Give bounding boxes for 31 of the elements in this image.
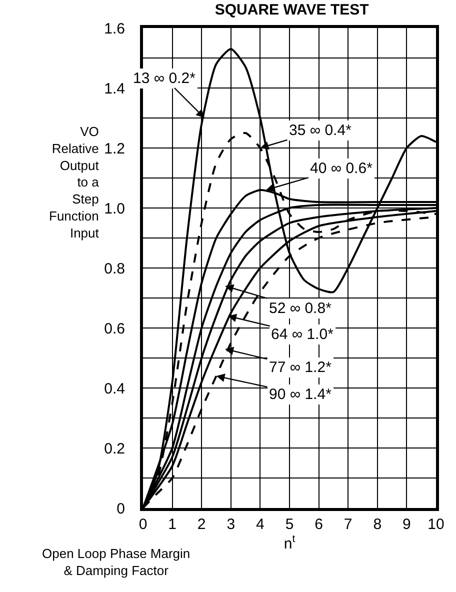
y-tick-label: 0.4 xyxy=(104,380,125,398)
x-tick-label: 1 xyxy=(168,516,176,533)
text: Open Loop Phase Margin & Damping Factor xyxy=(42,546,190,578)
y-axis-title: VO Relative Output to a Step Function Input xyxy=(49,124,100,240)
annotation: 40 ∞ 0.6* xyxy=(310,160,373,177)
y-tick-label: 0.8 xyxy=(104,260,125,278)
annotation: 90 ∞ 1.4* xyxy=(269,386,332,403)
x-tick-label: 5 xyxy=(285,516,294,533)
x-tick-label: 3 xyxy=(226,516,236,533)
x-tick-label: 2 xyxy=(197,516,206,533)
annotation: 64 ∞ 1.0* xyxy=(271,326,334,343)
y-tick-label: 0.2 xyxy=(104,440,125,458)
annotation: 77 ∞ 1.2* xyxy=(269,359,332,376)
x-axis-title: n$^{t}$ xyxy=(284,533,296,552)
x-tick-label: 4 xyxy=(256,516,264,533)
x-tick-label: 7 xyxy=(344,516,352,533)
x-tick-label: 0 xyxy=(138,516,148,533)
y-tick-label: 0.6 xyxy=(104,320,125,338)
annotation: 13 ∞ 0.2* xyxy=(133,70,196,87)
x-tick-label: 6 xyxy=(314,516,323,533)
y-tick-label: 1.4 xyxy=(104,80,125,98)
annotation: 52 ∞ 0.8* xyxy=(269,300,332,317)
y-tick-label: 1.0 xyxy=(104,200,125,218)
y-tick-label: 1.2 xyxy=(104,140,125,158)
annotation: 35 ∞ 0.4* xyxy=(289,122,352,139)
chart-title: SQUARE WAVE TEST xyxy=(214,2,369,19)
x-tick-label: 10 xyxy=(428,516,444,533)
x-tick-label: 9 xyxy=(402,516,411,533)
y-tick-label: 0 xyxy=(116,500,125,518)
x-tick-label: 8 xyxy=(373,516,382,533)
y-tick-label: 1.6 xyxy=(104,20,125,38)
